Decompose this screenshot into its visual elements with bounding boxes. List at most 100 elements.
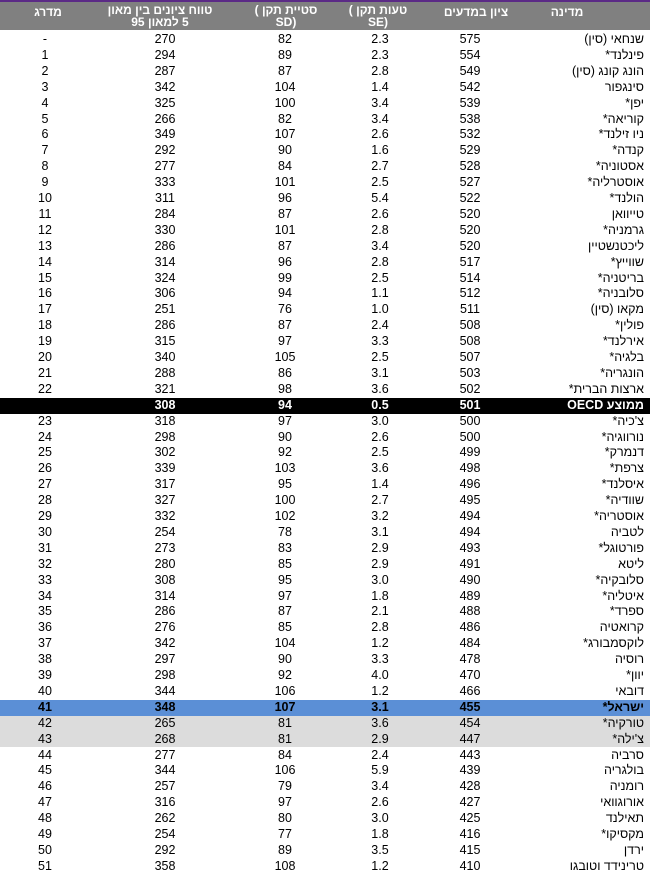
score-cell: 529	[459, 143, 481, 158]
score-cell: 520	[459, 222, 481, 237]
standard-deviation-cell: 102	[274, 509, 296, 523]
score-cell: 514	[459, 270, 481, 285]
rank-cell: 10	[38, 191, 52, 205]
standard-error-cell: 3.3	[371, 652, 389, 667]
standard-error-cell: 3.4	[371, 238, 389, 253]
score-cell: 498	[459, 461, 481, 476]
header-score: ציון במדעים	[443, 5, 509, 19]
table-row: שווייץ* 517 2.8 96 314 14	[0, 255, 650, 271]
rank-cell: 44	[38, 747, 52, 762]
rank-cell: 24	[38, 429, 52, 444]
score-cell: 500	[459, 429, 481, 444]
table-row: אוסטרליה* 527 2.5 101 333 9	[0, 175, 650, 191]
standard-error-cell: 3.3	[371, 334, 389, 349]
rank-cell: 41	[38, 699, 52, 714]
table-row: מקסיקו* 416 1.8 77 254 49	[0, 827, 650, 843]
rank-cell: 49	[38, 827, 52, 841]
country-cell: ליכטנשטיין	[588, 238, 644, 253]
rank-cell: 3	[41, 79, 49, 94]
table-row: פורטוגל* 493 2.9 83 273 31	[0, 541, 650, 557]
country-cell: הונג קונג (סין)	[571, 63, 644, 78]
standard-deviation-cell: 76	[278, 302, 292, 317]
country-cell: נורווגיה*	[601, 429, 644, 444]
score-cell: 439	[459, 763, 481, 778]
table-row: איסלנד* 496 1.4 95 317 27	[0, 477, 650, 493]
table-row: איטליה* 489 1.8 97 314 34	[0, 589, 650, 605]
score-range-cell: 287	[154, 63, 176, 78]
standard-error-cell: 2.7	[371, 159, 389, 174]
score-range-cell: 333	[154, 175, 176, 190]
score-range-cell: 298	[154, 668, 176, 682]
score-cell: 522	[459, 191, 481, 205]
standard-error-cell: 4.0	[371, 668, 389, 682]
score-cell: 466	[459, 683, 481, 698]
country-cell: ניו זילנד*	[598, 127, 644, 142]
standard-deviation-cell: 85	[278, 620, 292, 635]
standard-error-cell: 2.6	[371, 795, 389, 810]
standard-error-cell: 5.4	[371, 191, 389, 205]
country-cell: אוסטרליה*	[587, 175, 644, 190]
country-cell: דובאי	[615, 683, 644, 698]
score-cell: 517	[459, 254, 481, 269]
country-cell: דנמרק*	[604, 445, 644, 460]
country-cell: אוסטריה*	[594, 509, 644, 523]
standard-error-cell: 2.8	[371, 254, 389, 269]
score-range-cell: 340	[154, 350, 176, 364]
standard-deviation-cell: 97	[278, 334, 292, 349]
score-range-cell: 277	[154, 159, 176, 174]
country-cell: צ'כיה*	[612, 413, 644, 428]
rank-cell: 35	[38, 604, 52, 619]
header-country: מדינה	[550, 5, 584, 19]
rank-cell: -	[42, 32, 48, 46]
score-range-cell: 292	[154, 143, 176, 158]
standard-error-cell: 2.8	[371, 620, 389, 635]
standard-error-cell: 1.8	[371, 827, 389, 841]
table-row: שוודיה* 495 2.7 100 327 28	[0, 493, 650, 509]
standard-deviation-cell: 78	[278, 524, 292, 539]
rank-cell: 45	[38, 763, 52, 778]
score-cell: 427	[459, 795, 481, 810]
score-range-cell: 286	[154, 238, 176, 253]
table-row: דנמרק* 499 2.5 92 302 25	[0, 445, 650, 461]
score-cell: 455	[459, 699, 481, 714]
standard-deviation-cell: 81	[278, 715, 292, 730]
table-row: ארצות הברית* 502 3.6 98 321 22	[0, 382, 650, 398]
score-range-cell: 344	[154, 763, 176, 778]
score-cell: 538	[459, 111, 481, 126]
country-cell: לטביה	[610, 524, 644, 539]
country-cell: אורוגוואי	[600, 795, 644, 810]
score-range-cell: 257	[154, 779, 176, 794]
score-range-cell: 321	[154, 381, 176, 396]
standard-error-cell: 1.2	[371, 683, 389, 698]
standard-deviation-cell: 81	[278, 731, 292, 746]
score-range-cell: 276	[154, 620, 176, 635]
standard-deviation-cell: 90	[278, 652, 292, 667]
table-row: אירלנד* 508 3.3 97 315 19	[0, 334, 650, 350]
standard-deviation-cell: 79	[278, 779, 292, 794]
header-score-range: טווח ציונים בין מאון 5 למאון 95	[107, 3, 213, 29]
standard-deviation-cell: 103	[274, 461, 296, 476]
score-cell: 470	[459, 668, 481, 682]
table-row: יוון* 470 4.0 92 298 39	[0, 668, 650, 684]
table-row: ליטא 491 2.9 85 280 32	[0, 557, 650, 573]
table-row: תאילנד 425 3.0 80 262 48	[0, 811, 650, 827]
standard-error-cell: 2.6	[371, 429, 389, 444]
table-row: אורוגוואי 427 2.6 97 316 47	[0, 795, 650, 811]
score-cell: 539	[459, 95, 481, 110]
rank-cell: 11	[38, 206, 52, 221]
table-row: נורווגיה* 500 2.6 90 298 24	[0, 430, 650, 446]
score-range-cell: 268	[154, 731, 176, 746]
standard-deviation-cell: 90	[278, 429, 292, 444]
rank-cell	[15, 398, 75, 414]
standard-error-cell: 3.6	[371, 461, 389, 476]
table-row: מקאו (סין) 511 1.0 76 251 17	[0, 302, 650, 318]
standard-error-cell: 1.6	[371, 143, 389, 158]
table-row: סינגפור 542 1.4 104 342 3	[0, 80, 650, 96]
standard-error-cell: 2.5	[371, 445, 389, 460]
score-cell: 493	[459, 540, 481, 555]
country-cell: ירדן	[623, 842, 644, 857]
standard-deviation-cell: 97	[278, 413, 292, 428]
score-range-cell: 311	[155, 191, 175, 205]
country-cell: טייוואן	[611, 206, 644, 221]
rank-cell: 33	[38, 572, 52, 587]
